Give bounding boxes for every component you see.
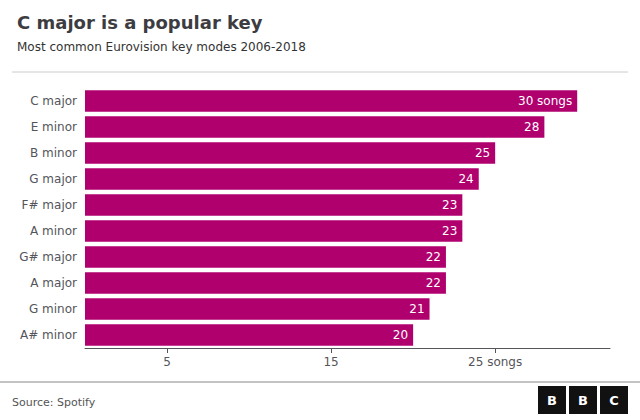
svg-text:22: 22 [426, 250, 441, 264]
svg-text:24: 24 [458, 172, 473, 186]
svg-text:Most common Eurovision key mod: Most common Eurovision key modes 2006-20… [17, 40, 306, 54]
svg-text:C major: C major [30, 94, 77, 108]
svg-text:5: 5 [163, 355, 171, 369]
svg-text:G major: G major [29, 172, 77, 186]
svg-text:22: 22 [426, 276, 441, 290]
svg-text:C: C [609, 393, 619, 408]
svg-text:A# minor: A# minor [20, 328, 77, 342]
svg-text:C major is a popular key: C major is a popular key [17, 12, 263, 33]
svg-text:B: B [547, 393, 557, 408]
svg-text:F# major: F# major [22, 198, 77, 212]
svg-text:23: 23 [442, 198, 457, 212]
svg-text:G# major: G# major [19, 250, 77, 264]
svg-text:G minor: G minor [29, 302, 77, 316]
svg-text:20: 20 [393, 328, 408, 342]
svg-text:25 songs: 25 songs [468, 355, 522, 369]
svg-text:25: 25 [475, 146, 490, 160]
svg-text:23: 23 [442, 224, 457, 238]
svg-text:15: 15 [323, 355, 338, 369]
svg-text:A major: A major [30, 276, 77, 290]
svg-text:28: 28 [524, 120, 539, 134]
svg-text:B: B [578, 393, 588, 408]
svg-text:30 songs: 30 songs [518, 94, 572, 108]
svg-text:B minor: B minor [30, 146, 77, 160]
svg-text:Source: Spotify: Source: Spotify [12, 396, 96, 409]
svg-text:21: 21 [409, 302, 424, 316]
svg-text:A minor: A minor [30, 224, 77, 238]
svg-text:E minor: E minor [31, 120, 77, 134]
